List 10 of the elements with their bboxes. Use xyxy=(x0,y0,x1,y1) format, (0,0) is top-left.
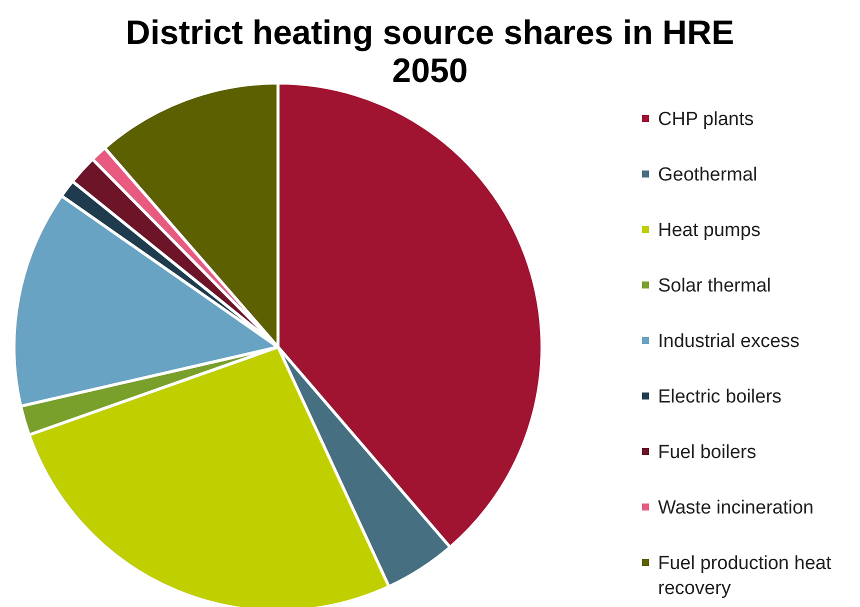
legend-label: Electric boilers xyxy=(658,386,782,408)
legend-label: Solar thermal xyxy=(658,276,771,297)
legend-label: Fuel production heat recovery xyxy=(658,553,832,600)
legend-label: Industrial excess xyxy=(658,331,800,352)
legend-label: Geothermal xyxy=(658,164,758,186)
chart-title: District heating source shares in HRE 2050 xyxy=(126,14,734,90)
legend-label: Fuel boilers xyxy=(658,442,756,464)
legend-label: Heat pumps xyxy=(658,220,760,242)
legend-label: Waste incineration xyxy=(658,498,814,519)
legend-label: CHP plants xyxy=(658,109,754,130)
